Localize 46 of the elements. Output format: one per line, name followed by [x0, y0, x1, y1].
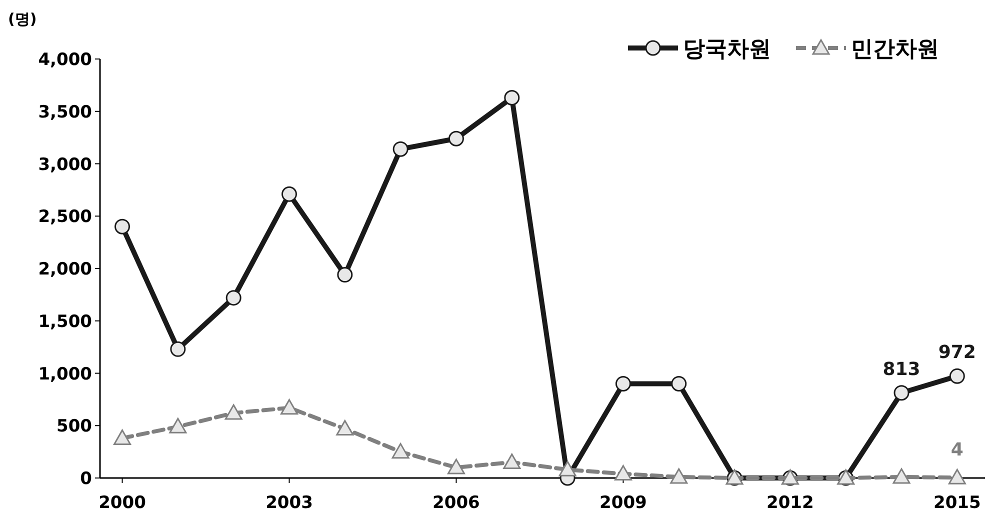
point	[448, 130, 464, 146]
point	[504, 90, 520, 106]
point	[280, 399, 298, 415]
legend-label: 민간차원	[851, 37, 939, 62]
y-tick-label: 3,500	[38, 102, 92, 122]
point	[670, 468, 688, 484]
point	[114, 429, 132, 445]
point	[281, 186, 297, 202]
y-tick-label: 1,000	[38, 364, 92, 384]
y-axis-title: (명)	[8, 10, 37, 28]
point	[169, 418, 187, 434]
legend-label: 당국차원	[683, 37, 771, 62]
point	[949, 368, 965, 384]
x-tick-label: 2000	[98, 493, 146, 513]
x-tick-label: 2006	[432, 493, 480, 513]
data-label: 972	[938, 342, 976, 364]
point	[226, 290, 242, 306]
point	[894, 385, 910, 401]
point	[558, 460, 576, 476]
point	[336, 420, 354, 436]
point	[671, 376, 687, 392]
point	[614, 465, 632, 481]
x-tick-label: 2015	[934, 493, 981, 513]
y-tick-label: 4,000	[38, 50, 92, 70]
point	[615, 376, 631, 392]
point	[114, 218, 130, 234]
x-tick-label: 2009	[600, 493, 647, 513]
y-tick-label: 500	[56, 416, 92, 437]
point	[447, 458, 465, 474]
y-tick-label: 0	[80, 469, 92, 489]
point	[392, 141, 408, 157]
y-tick-label: 2,500	[38, 207, 92, 228]
y-tick-label: 2,000	[38, 260, 92, 280]
data-label: 4	[950, 440, 964, 461]
point	[170, 341, 186, 357]
point	[948, 468, 966, 484]
x-tick-label: 2003	[266, 493, 313, 513]
x-tick-label: 2012	[766, 493, 814, 513]
y-tick-label: 1,500	[38, 312, 92, 332]
data-label: 813	[882, 358, 920, 380]
point	[392, 443, 410, 459]
point	[892, 468, 910, 484]
y-tick-label: 3,000	[38, 154, 92, 175]
point	[337, 267, 353, 283]
point	[503, 454, 521, 470]
point	[224, 404, 242, 420]
